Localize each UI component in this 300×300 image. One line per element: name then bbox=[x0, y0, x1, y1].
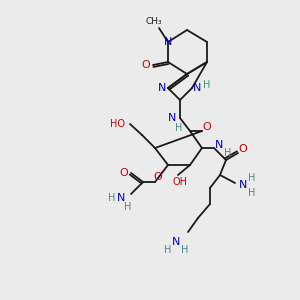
Text: H: H bbox=[203, 80, 211, 90]
Text: CH₃: CH₃ bbox=[146, 17, 162, 26]
Text: N: N bbox=[215, 140, 223, 150]
Text: O: O bbox=[142, 60, 150, 70]
Text: N: N bbox=[193, 83, 201, 93]
Text: H: H bbox=[175, 123, 183, 133]
Text: H: H bbox=[224, 148, 232, 158]
Text: H: H bbox=[248, 188, 256, 198]
Text: N: N bbox=[172, 237, 180, 247]
Text: H: H bbox=[108, 193, 116, 203]
Text: H: H bbox=[124, 202, 132, 212]
Text: HO: HO bbox=[110, 119, 125, 129]
Text: O: O bbox=[154, 172, 162, 182]
Text: N: N bbox=[117, 193, 125, 203]
Text: N: N bbox=[239, 180, 247, 190]
Text: N: N bbox=[168, 113, 176, 123]
Text: OH: OH bbox=[172, 177, 188, 187]
Text: O: O bbox=[202, 122, 211, 132]
Text: O: O bbox=[238, 144, 247, 154]
Text: H: H bbox=[181, 245, 189, 255]
Text: H: H bbox=[164, 245, 172, 255]
Text: N: N bbox=[158, 83, 166, 93]
Text: H: H bbox=[248, 173, 256, 183]
Text: N: N bbox=[164, 37, 172, 47]
Text: O: O bbox=[120, 168, 128, 178]
